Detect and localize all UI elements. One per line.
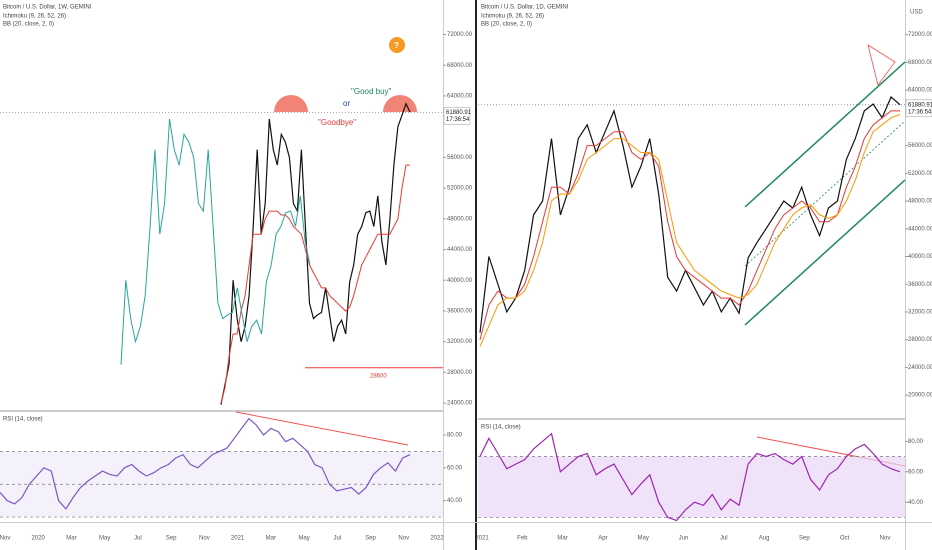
x-tick-label: Nov (0, 536, 10, 542)
annotation: "Goodbye" (318, 118, 356, 127)
y-tick-label: 20000.00 (908, 393, 932, 399)
countdown-label: 17:36:54 (908, 109, 932, 115)
x-tick-label: May (298, 536, 309, 542)
channel-line (744, 179, 906, 326)
rsi-trendline (235, 411, 409, 446)
x-tick-label: Apr (598, 536, 607, 542)
annotation: "Good buy" (351, 87, 392, 96)
y-tick-label: 40.00 (908, 500, 924, 506)
y-tick-label: 72000.00 (447, 32, 473, 38)
y-tick-label: 80.00 (908, 439, 924, 445)
series-line (479, 110, 900, 340)
y-tick-label: 80.00 (447, 433, 463, 439)
y-tick-label: 68000.00 (447, 63, 473, 69)
x-tick-label: Mar (557, 536, 567, 542)
x-tick-label: Jul (333, 536, 341, 542)
series-line (0, 417, 411, 510)
y-tick-label: 60.00 (447, 465, 463, 471)
x-tick-label: Sep (365, 536, 376, 542)
y-tick-label: 32000.00 (447, 339, 473, 345)
pane-title: RSI (14, close) (481, 425, 521, 431)
triangle (867, 44, 896, 86)
y-tick-label: 36000.00 (908, 282, 932, 288)
series-line (479, 432, 901, 522)
y-tick-label: 52000.00 (447, 186, 473, 192)
x-tick-label: 2021 (231, 536, 245, 542)
countdown-label: 17:36:54 (446, 117, 470, 123)
y-tick-label: 52000.00 (908, 171, 932, 177)
x-tick-label: Jul (134, 536, 142, 542)
y-tick-label: 28000.00 (908, 337, 932, 343)
indicator-label: BB (20, close, 2, 0) (481, 22, 532, 28)
x-tick-label: Feb (517, 536, 528, 542)
pane-title: Bitcoin / U.S. Dollar, 1W, GEMINI (3, 5, 92, 11)
x-tick-label: Nov (199, 536, 210, 542)
chart-layer: Bitcoin / U.S. Dollar, 1W, GEMINI Ichimok… (0, 5, 932, 542)
y-tick-label: 56000.00 (447, 155, 473, 161)
series-line (120, 118, 311, 365)
x-tick-label: Jun (679, 536, 689, 542)
x-tick-label: Aug (759, 536, 770, 542)
y-tick-label: 56000.00 (908, 143, 932, 149)
x-tick-label: Nov (398, 536, 409, 542)
annotation: or (343, 99, 350, 108)
y-tick-label: 60.00 (908, 469, 924, 475)
channel-line (744, 61, 906, 208)
last-price-badge (443, 106, 471, 125)
indicator-label: Ichimoku (9, 26, 52, 26) (3, 14, 66, 20)
y-tick-label: 44000.00 (447, 247, 473, 253)
support-label: 28600 (370, 373, 387, 379)
last-price-label: 61880.91 (446, 110, 472, 116)
series-line (220, 164, 410, 404)
y-tick-label: 48000.00 (908, 199, 932, 205)
pane (478, 96, 905, 347)
last-price-label: 61880.91 (908, 102, 932, 108)
currency-label: USD (910, 10, 923, 16)
y-tick-label: 40.00 (447, 498, 463, 504)
x-tick-label: Sep (799, 536, 810, 542)
x-tick-label: Mar (266, 536, 276, 542)
y-tick-label: 24000.00 (908, 365, 932, 371)
x-tick-label: Jul (720, 536, 728, 542)
x-tick-label: Sep (166, 536, 177, 542)
x-tick-label: 2022 (430, 536, 444, 542)
indicator-label: BB (20, close, 2, 0) (3, 22, 54, 28)
pane (0, 417, 443, 518)
indicator-label: Ichimoku (9, 26, 52, 26) (481, 14, 544, 20)
pane (478, 432, 905, 522)
x-tick-label: Oct (840, 536, 850, 542)
annotation: ? (394, 41, 399, 50)
y-tick-label: 72000.00 (908, 32, 932, 38)
y-tick-label: 28000.00 (447, 370, 473, 376)
x-tick-label: 2020 (32, 536, 46, 542)
x-tick-label: May (99, 536, 110, 542)
pane-title: RSI (14, close) (3, 417, 43, 423)
y-tick-label: 40000.00 (447, 278, 473, 284)
last-price-badge (905, 99, 932, 118)
rsi-band (478, 456, 905, 518)
y-tick-label: 68000.00 (908, 60, 932, 66)
y-tick-label: 32000.00 (908, 310, 932, 316)
x-tick-label: 2021 (475, 536, 489, 542)
series-line (479, 113, 901, 347)
pane-title: Bitcoin / U.S. Dollar, 1D, GEMINI (481, 5, 569, 11)
y-tick-label: 36000.00 (447, 309, 473, 315)
question-badge (389, 37, 405, 53)
x-tick-label: Nov (880, 536, 891, 542)
y-tick-label: 40000.00 (908, 254, 932, 260)
pane (0, 102, 443, 405)
y-tick-label: 24000.00 (447, 401, 473, 407)
series-line (479, 96, 901, 333)
y-tick-label: 48000.00 (447, 216, 473, 222)
y-tick-label: 64000.00 (447, 94, 473, 100)
top-shape (274, 95, 308, 112)
x-tick-label: May (638, 536, 649, 542)
y-tick-label: 44000.00 (908, 226, 932, 232)
x-tick-label: Mar (66, 536, 76, 542)
y-tick-label: 64000.00 (908, 88, 932, 94)
